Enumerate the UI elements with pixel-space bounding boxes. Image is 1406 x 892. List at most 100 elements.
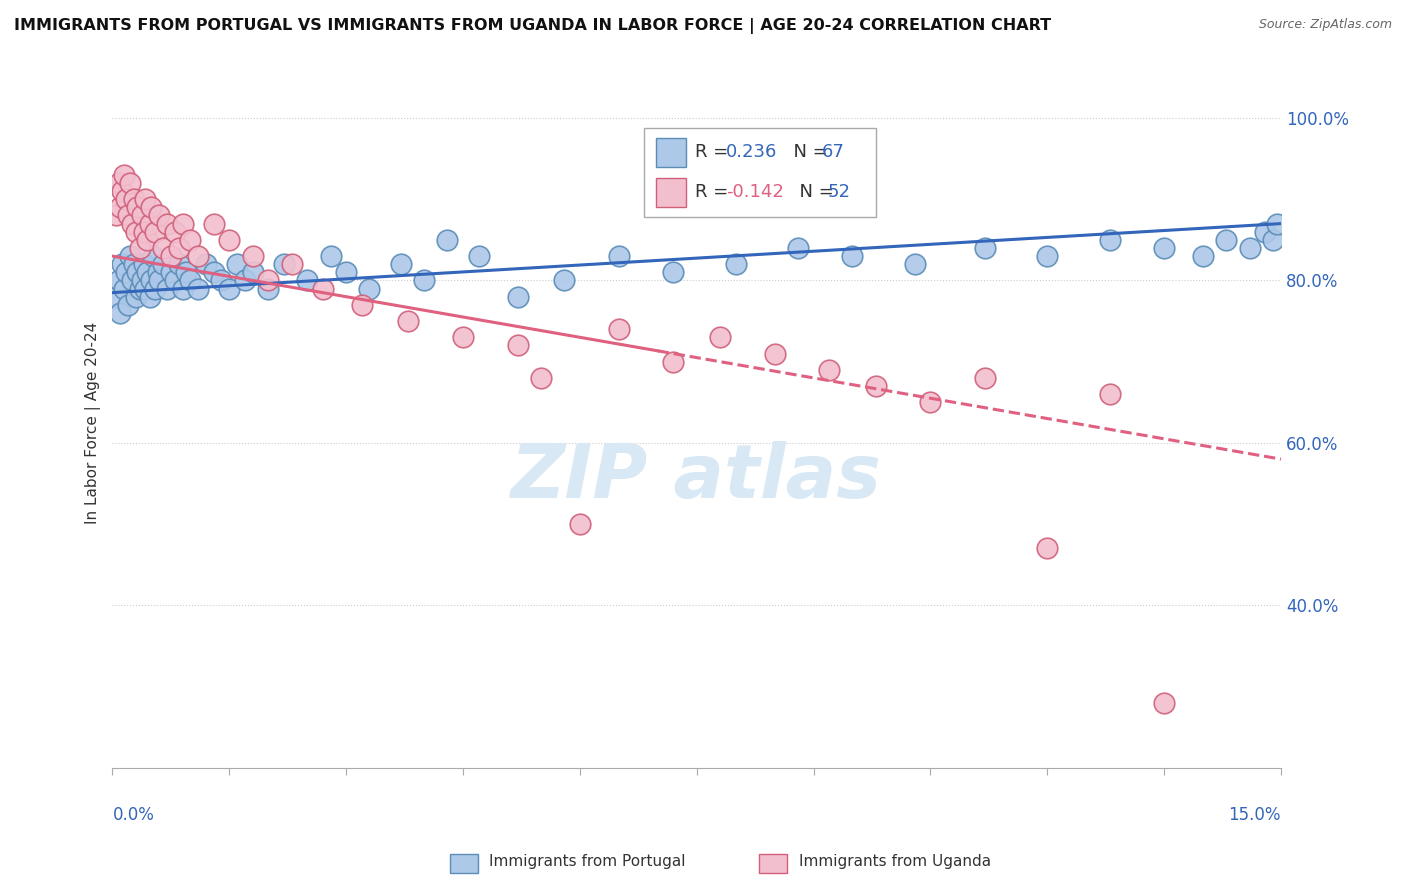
Point [451, 330, 474, 344]
Point [1153, 696, 1175, 710]
Point [187, 249, 209, 263]
Point [139, 217, 162, 231]
Point [111, 184, 134, 198]
Point [107, 176, 129, 190]
Point [134, 282, 156, 296]
Point [1254, 225, 1277, 239]
Point [530, 371, 553, 385]
Point [257, 282, 280, 296]
Point [141, 273, 163, 287]
Point [724, 257, 747, 271]
Point [359, 282, 381, 296]
Point [117, 209, 139, 223]
Text: Immigrants from Uganda: Immigrants from Uganda [799, 855, 991, 869]
Point [111, 257, 134, 271]
Text: N =: N = [782, 143, 834, 161]
Point [1098, 233, 1121, 247]
Text: ZIP atlas: ZIP atlas [512, 442, 882, 515]
Point [121, 217, 143, 231]
Point [202, 217, 225, 231]
Point [398, 314, 420, 328]
Point [132, 257, 155, 271]
Point [163, 273, 186, 287]
Point [194, 257, 217, 271]
Point [179, 273, 201, 287]
Point [273, 257, 295, 271]
Text: 67: 67 [821, 143, 845, 161]
Point [1098, 387, 1121, 401]
Text: R =: R = [695, 183, 734, 201]
Point [115, 192, 138, 206]
Point [763, 346, 786, 360]
Point [125, 225, 148, 239]
Point [787, 241, 810, 255]
Text: 0.236: 0.236 [725, 143, 778, 161]
Point [709, 330, 731, 344]
Point [148, 209, 170, 223]
Point [152, 241, 174, 255]
Point [904, 257, 927, 271]
Point [105, 209, 128, 223]
Point [125, 290, 148, 304]
Point [143, 225, 166, 239]
Point [167, 241, 190, 255]
Point [131, 273, 153, 287]
Point [506, 290, 529, 304]
Point [818, 363, 841, 377]
Point [172, 282, 194, 296]
Point [176, 265, 198, 279]
Point [506, 338, 529, 352]
Point [122, 192, 145, 206]
Point [335, 265, 357, 279]
Point [105, 290, 128, 304]
Point [413, 273, 436, 287]
Point [389, 257, 412, 271]
Point [160, 265, 183, 279]
Point [202, 265, 225, 279]
Point [108, 306, 131, 320]
Point [107, 273, 129, 287]
Point [156, 282, 179, 296]
Point [920, 395, 942, 409]
Point [280, 257, 302, 271]
Point [128, 282, 150, 296]
Point [607, 322, 630, 336]
Point [148, 273, 170, 287]
Point [136, 233, 159, 247]
Point [128, 241, 150, 255]
Text: 15.0%: 15.0% [1229, 805, 1281, 823]
Point [974, 371, 997, 385]
Point [467, 249, 489, 263]
Point [121, 273, 143, 287]
Point [233, 273, 256, 287]
Point [1036, 541, 1059, 556]
Point [132, 225, 155, 239]
Point [1215, 233, 1237, 247]
Point [350, 298, 373, 312]
Point [218, 282, 240, 296]
Point [152, 257, 174, 271]
Point [117, 298, 139, 312]
Point [115, 265, 138, 279]
Point [312, 282, 335, 296]
Point [122, 257, 145, 271]
Point [242, 249, 264, 263]
Point [568, 517, 591, 532]
Point [134, 192, 156, 206]
Point [127, 265, 149, 279]
Y-axis label: In Labor Force | Age 20-24: In Labor Force | Age 20-24 [86, 321, 101, 524]
Point [118, 249, 141, 263]
Point [1265, 217, 1288, 231]
Point [662, 354, 685, 368]
Point [141, 200, 163, 214]
Point [163, 225, 186, 239]
Point [118, 176, 141, 190]
Point [226, 257, 249, 271]
Point [319, 249, 342, 263]
Text: 0.0%: 0.0% [112, 805, 155, 823]
Point [1153, 241, 1175, 255]
Point [211, 273, 233, 287]
Text: Source: ZipAtlas.com: Source: ZipAtlas.com [1258, 18, 1392, 31]
Point [143, 282, 166, 296]
Text: IMMIGRANTS FROM PORTUGAL VS IMMIGRANTS FROM UGANDA IN LABOR FORCE | AGE 20-24 CO: IMMIGRANTS FROM PORTUGAL VS IMMIGRANTS F… [14, 18, 1052, 34]
